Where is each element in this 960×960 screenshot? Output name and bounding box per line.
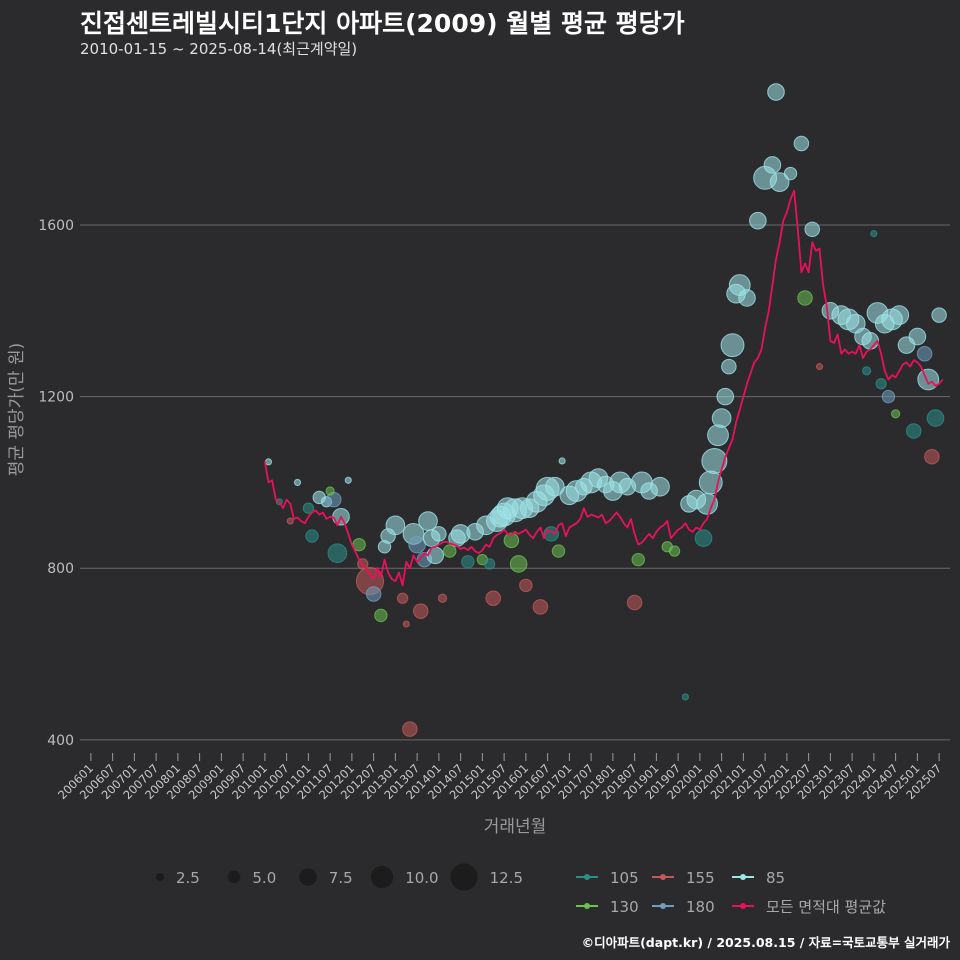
legend-label: 모든 면적대 평균값 (766, 898, 886, 916)
legend-label: 85 (766, 869, 785, 887)
legend-marker (584, 874, 590, 880)
data-point-85 (650, 476, 670, 497)
data-point-85 (701, 447, 728, 474)
data-point-155 (396, 592, 409, 604)
data-point-85 (721, 358, 737, 375)
data-point-105 (305, 529, 319, 543)
y-tick-label: 1600 (38, 218, 74, 234)
data-point-155 (413, 603, 429, 619)
data-point-85 (720, 333, 745, 358)
data-point-85 (711, 408, 732, 428)
x-axis-title: 거래년월 (484, 817, 547, 837)
size-legend-label: 12.5 (490, 869, 523, 887)
data-point-155 (402, 721, 418, 737)
data-point-85 (293, 478, 302, 486)
data-point-130 (352, 537, 366, 552)
data-point-130 (503, 532, 520, 549)
legend-label: 155 (686, 869, 715, 887)
data-point-130 (668, 545, 681, 557)
data-point-85 (545, 476, 565, 497)
data-point-130 (551, 544, 566, 558)
data-point-180 (881, 389, 896, 404)
data-point-85 (889, 305, 910, 325)
data-point-155 (924, 448, 940, 465)
legend-label: 105 (610, 869, 639, 887)
y-tick-label: 400 (47, 733, 74, 749)
data-point-105 (694, 529, 713, 548)
data-point-105 (483, 558, 496, 570)
data-point-155 (815, 363, 824, 371)
data-point-155 (519, 578, 533, 593)
data-point-155 (286, 517, 294, 525)
size-legend-circle (156, 873, 164, 881)
chart-subtitle: 2010-01-15 ~ 2025-08-14(최근계약일) (80, 40, 358, 58)
data-point-85 (431, 526, 447, 542)
legend-marker (660, 903, 666, 909)
size-legend-label: 2.5 (176, 869, 200, 887)
data-point-105 (906, 423, 922, 439)
data-point-85 (738, 289, 756, 307)
data-point-130 (797, 290, 813, 306)
data-point-130 (891, 409, 901, 419)
data-point-85 (804, 221, 820, 238)
data-point-105 (681, 693, 689, 701)
data-point-180 (365, 586, 382, 602)
legend-marker (584, 903, 590, 909)
data-point-155 (437, 593, 448, 603)
legend-label: 130 (610, 898, 639, 916)
data-point-105 (461, 555, 475, 569)
data-point-130 (443, 544, 457, 558)
data-point-130 (509, 555, 528, 573)
legend-marker (740, 874, 746, 880)
legend-marker (740, 903, 746, 909)
data-point-85 (769, 172, 790, 192)
data-point-85 (931, 307, 947, 323)
data-point-180 (408, 535, 426, 554)
data-point-130 (325, 486, 335, 496)
legend-label: 180 (686, 898, 715, 916)
average-line (264, 189, 944, 587)
y-tick-label: 800 (47, 561, 74, 577)
data-point-85 (767, 83, 785, 101)
data-point-105 (875, 378, 887, 390)
data-point-105 (327, 543, 348, 564)
data-point-130 (631, 552, 645, 567)
data-point-155 (626, 594, 643, 611)
data-point-85 (558, 457, 566, 465)
data-point-85 (707, 424, 729, 447)
data-point-105 (926, 409, 945, 427)
data-point-155 (532, 599, 549, 615)
size-legend-label: 7.5 (329, 869, 353, 887)
data-point-85 (716, 387, 735, 406)
data-point-85 (763, 156, 782, 174)
data-point-155 (402, 620, 410, 628)
data-point-85 (385, 515, 406, 536)
data-point-105 (862, 366, 872, 376)
data-point-85 (861, 332, 880, 350)
data-point-130 (374, 608, 388, 623)
size-legend-label: 10.0 (405, 869, 438, 887)
y-tick-label: 1200 (38, 390, 74, 406)
data-point-155 (485, 590, 501, 607)
chart-title: 진접센트레빌시티1단지 아파트(2009) 월별 평균 평당가 (80, 9, 685, 38)
size-legend-label: 5.0 (252, 869, 276, 887)
data-point-85 (749, 211, 767, 230)
data-point-85 (783, 166, 798, 181)
data-point-85 (426, 546, 445, 565)
legend-marker (660, 874, 666, 880)
data-point-85 (908, 327, 927, 346)
y-axis-title: 평균 평당가(만 원) (7, 343, 27, 477)
data-point-85 (264, 458, 273, 466)
data-point-105 (870, 230, 878, 238)
data-point-85 (344, 476, 352, 484)
size-legend-circle (227, 870, 241, 884)
size-legend-circle (370, 865, 394, 889)
data-point-180 (916, 345, 933, 362)
size-legend-circle (450, 863, 478, 891)
source-footer: ©디아파트(dapt.kr) / 2025.08.15 / 자료=국토교통부 실… (581, 935, 950, 950)
data-point-105 (302, 502, 315, 514)
data-point-85 (793, 135, 810, 152)
size-legend-circle (299, 868, 317, 886)
